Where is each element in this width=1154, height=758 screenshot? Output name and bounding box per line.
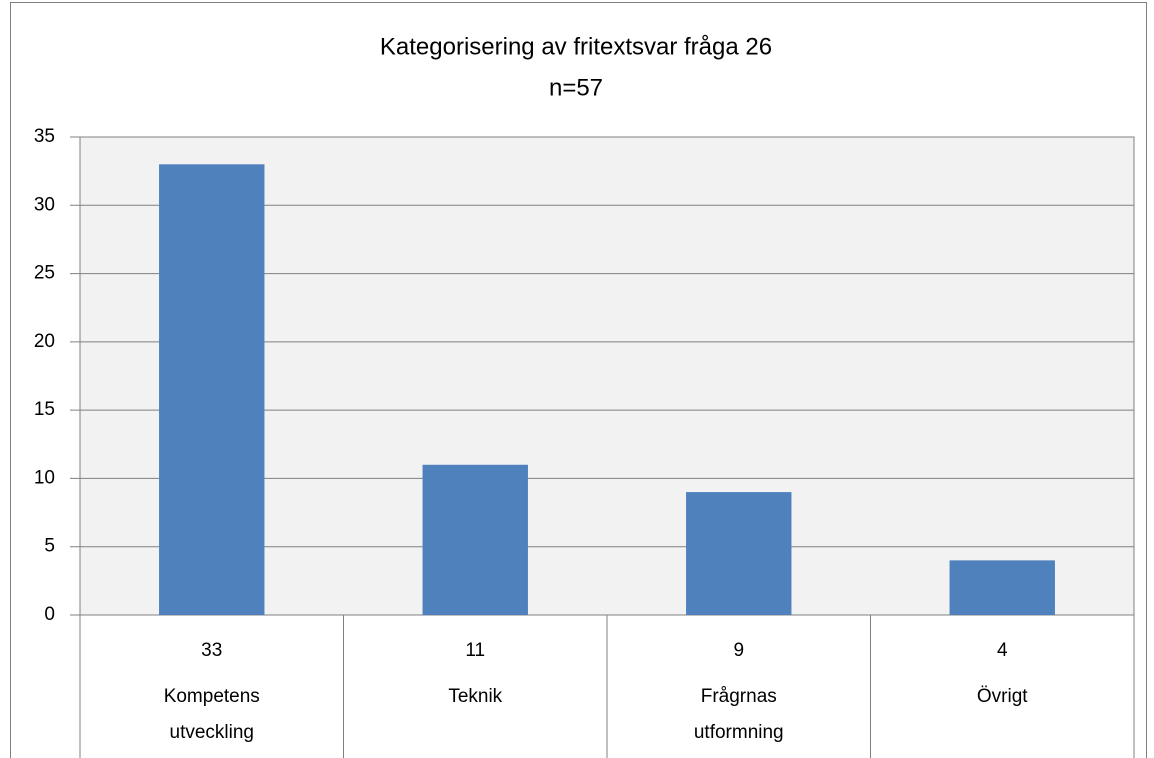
x-tick-label: Övrigt bbox=[976, 686, 1028, 707]
x-tick-label: Teknik bbox=[448, 686, 503, 707]
bar bbox=[422, 464, 528, 615]
y-tick-label: 20 bbox=[34, 331, 55, 352]
table-value: 4 bbox=[997, 640, 1008, 661]
y-tick-label: 30 bbox=[34, 194, 55, 215]
chart-border bbox=[10, 2, 1147, 758]
bar bbox=[159, 164, 265, 616]
y-tick-label: 0 bbox=[44, 604, 55, 625]
y-tick-label: 15 bbox=[34, 399, 55, 420]
x-tick-label: Frågrnas utformning bbox=[693, 686, 784, 743]
y-tick-label: 35 bbox=[34, 126, 55, 147]
y-tick-label: 5 bbox=[44, 536, 55, 557]
y-tick-label: 25 bbox=[34, 263, 55, 284]
bar bbox=[686, 492, 792, 615]
bar bbox=[949, 560, 1055, 615]
chart-subtitle: n=57 bbox=[549, 74, 603, 101]
table-value: 9 bbox=[733, 640, 744, 661]
y-tick-label: 10 bbox=[34, 467, 55, 488]
table-value: 11 bbox=[465, 640, 485, 661]
x-tick-label: Kompetens utveckling bbox=[163, 686, 260, 743]
table-value: 33 bbox=[201, 640, 222, 661]
chart-title: Kategorisering av fritextsvar fråga 26 bbox=[380, 33, 772, 60]
